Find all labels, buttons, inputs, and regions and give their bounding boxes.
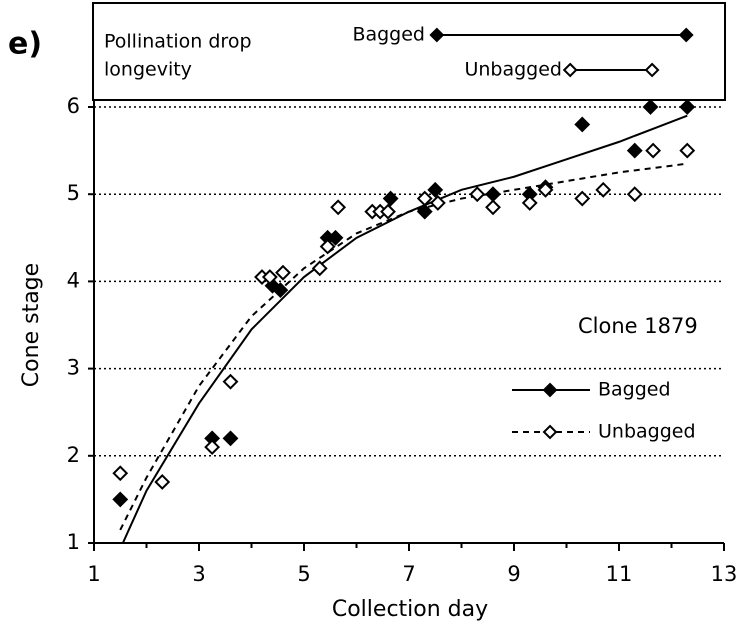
point [261, 269, 278, 285]
point [537, 181, 554, 198]
point [574, 116, 591, 133]
point [679, 99, 696, 115]
longevity-end [562, 62, 578, 78]
longevity-box [92, 2, 726, 101]
point [154, 474, 171, 490]
fit-line [121, 114, 688, 544]
point [626, 142, 643, 159]
longevity-end [678, 27, 694, 43]
longevity-label: Pollination drop [104, 31, 252, 53]
point [311, 260, 328, 277]
point [112, 491, 129, 508]
point [327, 229, 344, 246]
point [275, 264, 291, 281]
x-tick-label: 9 [507, 562, 520, 586]
y-axis-label: Cone stage [19, 263, 44, 387]
point [330, 199, 347, 216]
point [521, 195, 538, 211]
point [469, 186, 486, 203]
fit-line [119, 162, 688, 531]
point [595, 181, 612, 198]
point [222, 373, 239, 390]
y-tick-label: 5 [67, 181, 80, 205]
point [679, 142, 696, 159]
y-tick-label: 2 [67, 443, 80, 467]
legend-label: Unbagged [598, 421, 696, 443]
x-tick-label: 7 [402, 562, 415, 586]
point [382, 190, 399, 207]
point [574, 190, 591, 207]
longevity-series-label: Unbagged [464, 59, 562, 81]
point [112, 465, 129, 482]
point [204, 439, 221, 455]
y-tick-label: 1 [67, 530, 80, 554]
panel-label: e) [8, 27, 42, 62]
x-tick-label: 1 [87, 562, 100, 586]
y-tick-label: 4 [67, 268, 80, 292]
point [416, 190, 433, 207]
point [485, 199, 501, 216]
point [645, 142, 662, 159]
point [626, 186, 643, 203]
x-axis-label: Collection day [332, 597, 488, 622]
longevity-label: longevity [104, 59, 192, 81]
x-tick-label: 11 [606, 562, 633, 586]
longevity-series-label: Bagged [352, 24, 425, 46]
point [429, 195, 446, 211]
point [642, 99, 659, 115]
legend-label: Bagged [598, 379, 671, 401]
annotation: Clone 1879 [578, 314, 698, 338]
point [380, 203, 396, 220]
point [319, 238, 336, 255]
legend-marker [542, 424, 558, 440]
longevity-end [644, 62, 660, 78]
longevity-end [429, 27, 445, 43]
x-tick-label: 13 [711, 562, 738, 586]
x-tick-label: 5 [297, 562, 310, 586]
x-tick-label: 3 [192, 562, 205, 586]
y-tick-label: 6 [67, 94, 80, 118]
y-tick-label: 3 [67, 356, 80, 380]
point [222, 430, 239, 447]
point [427, 181, 444, 198]
legend-marker [542, 382, 558, 398]
